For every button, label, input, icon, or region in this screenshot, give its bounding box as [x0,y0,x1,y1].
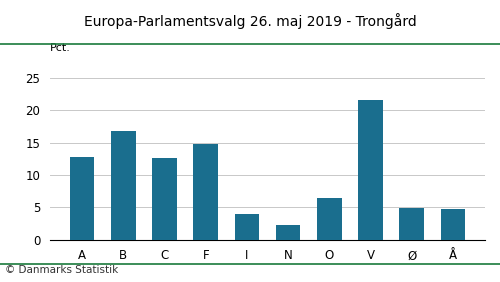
Bar [152,158,177,240]
Bar [400,208,424,240]
Text: Europa-Parlamentsvalg 26. maj 2019 - Trongård: Europa-Parlamentsvalg 26. maj 2019 - Tro… [84,13,416,29]
Bar [276,225,300,240]
Bar [70,157,94,240]
Bar [358,100,383,240]
Bar [234,214,260,240]
Text: Pct.: Pct. [50,43,71,53]
Bar [317,198,342,240]
Bar [440,209,465,240]
Bar [111,131,136,240]
Text: © Danmarks Statistik: © Danmarks Statistik [5,265,118,275]
Bar [194,144,218,240]
